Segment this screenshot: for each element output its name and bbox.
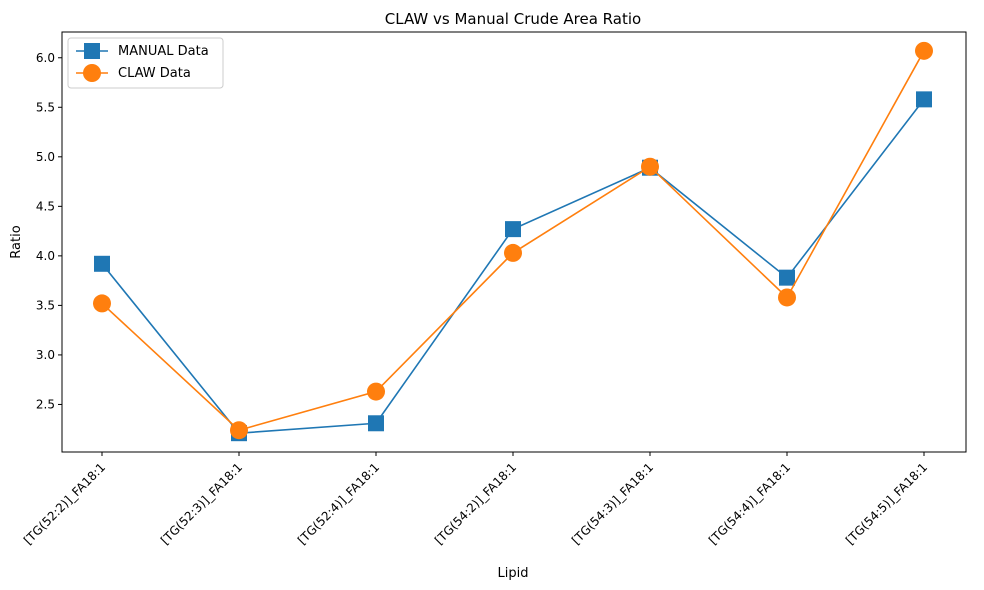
data-point-circle xyxy=(641,157,659,176)
y-tick-label: 6.0 xyxy=(36,51,55,65)
data-point-circle xyxy=(915,41,933,60)
plot-area: 2.5 3.0 3.5 4.0 4.5 5.0 5.5 6.0 [TG(52:2)]_FA18:… xyxy=(21,31,967,547)
chart-title: CLAW vs Manual Crude Area Ratio xyxy=(385,10,641,28)
plot-frame xyxy=(61,31,967,453)
data-point-circle xyxy=(230,421,248,440)
x-tick-label: [TG(54:4)]_FA18:1 xyxy=(706,460,793,547)
data-point-circle xyxy=(93,294,111,313)
y-tick-label: 5.0 xyxy=(36,150,55,164)
x-tick-label: [TG(54:2)]_FA18:1 xyxy=(432,460,519,547)
x-tick-label: [TG(52:3)]_FA18:1 xyxy=(158,460,245,547)
data-point-square xyxy=(505,221,521,238)
data-point-square xyxy=(916,91,932,108)
data-point-square xyxy=(368,415,384,432)
legend: MANUAL Data CLAW Data xyxy=(67,37,224,89)
data-point-square xyxy=(779,269,795,286)
series-line xyxy=(101,98,925,435)
y-tick-label: 2.5 xyxy=(36,397,55,411)
y-tick-label: 4.0 xyxy=(36,249,55,263)
x-tick-label: [TG(52:4)]_FA18:1 xyxy=(295,460,382,547)
y-tick-label: 4.5 xyxy=(36,199,55,213)
legend-label: MANUAL Data xyxy=(118,44,209,59)
x-axis-label: Lipid xyxy=(498,566,529,581)
legend-label: CLAW Data xyxy=(118,66,191,81)
x-tick-label: [TG(52:2)]_FA18:1 xyxy=(21,460,108,547)
y-tick-label: 5.5 xyxy=(36,100,55,114)
y-axis-label: Ratio xyxy=(9,225,24,258)
data-point-square xyxy=(94,255,110,272)
legend-marker-circle xyxy=(83,64,101,82)
legend-marker-square xyxy=(84,43,100,59)
x-tick-label: [TG(54:3)]_FA18:1 xyxy=(569,460,656,547)
y-tick-label: 3.0 xyxy=(36,348,55,362)
data-point-circle xyxy=(367,382,385,401)
x-tick-label: [TG(54:5)]_FA18:1 xyxy=(843,460,930,547)
data-point-circle xyxy=(504,243,522,262)
series-line xyxy=(101,50,925,432)
y-tick-label: 3.5 xyxy=(36,298,55,312)
data-point-circle xyxy=(778,288,796,307)
